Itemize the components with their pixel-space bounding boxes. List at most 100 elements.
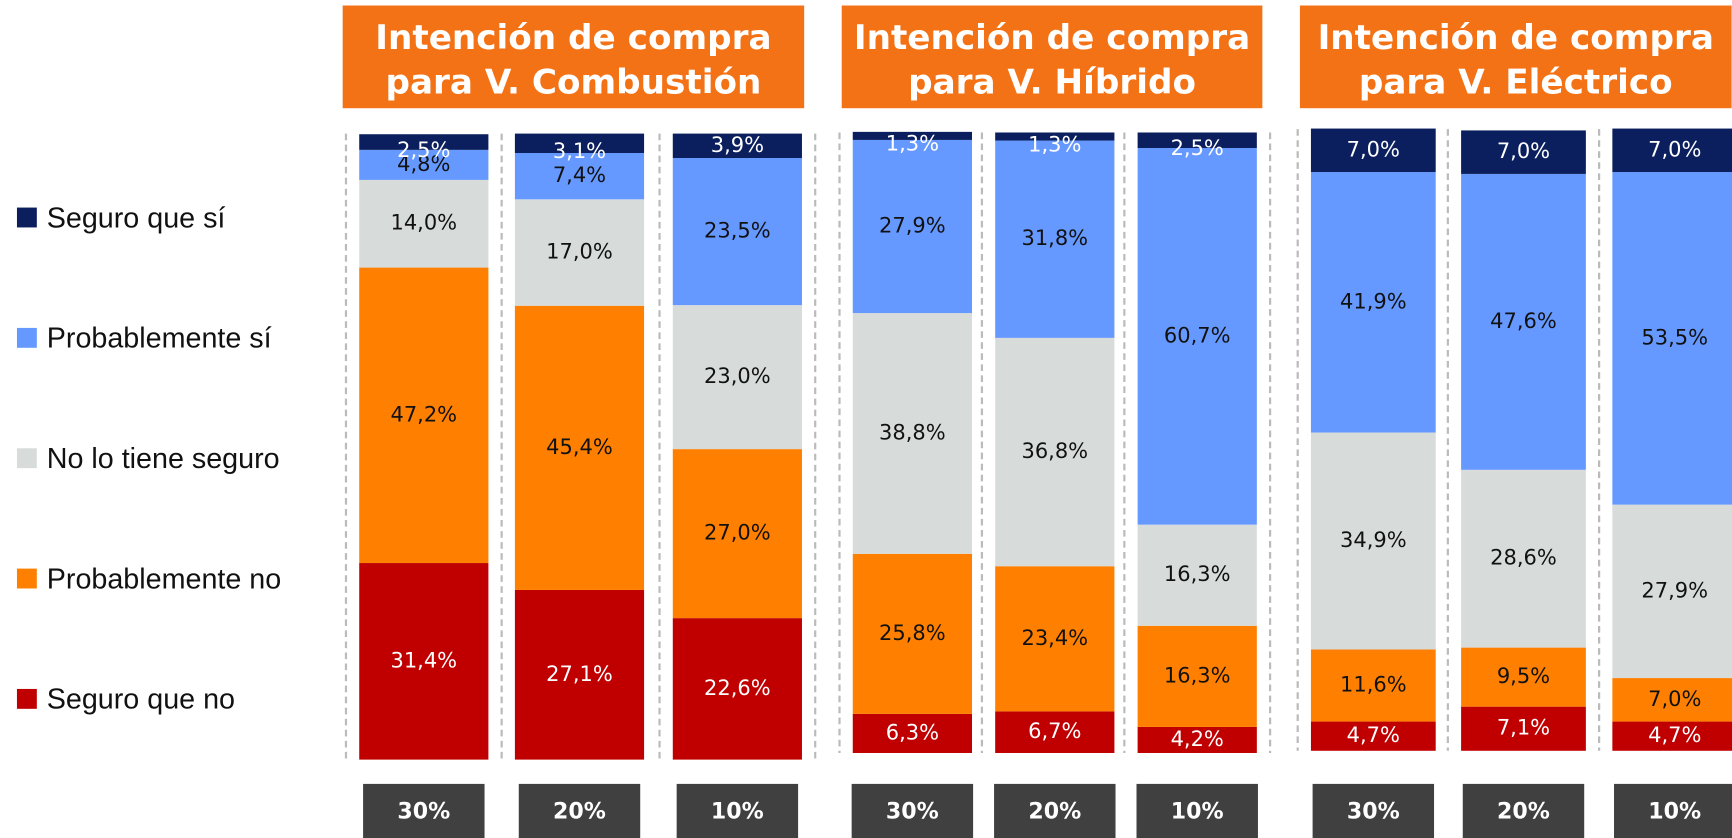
value-label: 31,8%	[1021, 226, 1088, 250]
value-label: 27,9%	[1641, 578, 1708, 602]
category-box	[676, 783, 799, 838]
category-box	[1462, 783, 1585, 838]
panel-title: Intención de compra	[854, 18, 1250, 58]
value-label: 2,5%	[1171, 136, 1224, 160]
bar-segment	[1461, 706, 1586, 751]
value-label: 60,7%	[1164, 323, 1231, 347]
category-box	[1136, 783, 1258, 838]
value-label: 22,6%	[704, 676, 771, 700]
value-label: 45,4%	[546, 435, 613, 459]
value-label: 7,0%	[1648, 687, 1701, 711]
panel-title: Intención de compra	[375, 18, 771, 58]
value-label: 27,1%	[546, 662, 613, 686]
value-label: 3,1%	[553, 139, 606, 163]
value-label: 3,9%	[711, 133, 764, 157]
value-label: 23,4%	[1021, 626, 1088, 650]
value-label: 17,0%	[546, 240, 613, 264]
bar-segment	[672, 305, 802, 450]
category-box	[994, 783, 1116, 838]
category-label: 10%	[1648, 800, 1701, 825]
value-label: 23,5%	[704, 219, 771, 243]
bar-segment	[995, 566, 1115, 712]
bar-segment	[852, 139, 972, 314]
bar-segment	[995, 337, 1115, 567]
value-label: 1,3%	[886, 132, 939, 156]
bar-segment	[1137, 625, 1257, 727]
value-label: 27,9%	[879, 213, 946, 237]
category-label: 10%	[711, 800, 764, 825]
value-label: 11,6%	[1340, 673, 1407, 697]
value-label: 7,4%	[553, 163, 606, 187]
panel-title: Intención de compra	[1318, 18, 1714, 58]
bar-segment	[1461, 469, 1586, 648]
panel-title-box	[841, 5, 1263, 109]
bar-segment	[995, 132, 1115, 141]
legend-label: Probablemente no	[47, 563, 281, 595]
value-label: 27,0%	[704, 521, 771, 545]
value-label: 4,8%	[397, 152, 450, 176]
bar-segment	[514, 133, 645, 154]
value-label: 25,8%	[879, 621, 946, 645]
bar-segment	[514, 589, 645, 760]
bar-segment	[1461, 130, 1586, 174]
value-label: 41,9%	[1340, 289, 1407, 313]
category-label: 30%	[1347, 800, 1400, 825]
legend-swatch	[16, 448, 37, 469]
bar-segment	[1461, 173, 1586, 470]
bar-segment	[1612, 172, 1732, 505]
bar-segment	[1612, 678, 1732, 722]
bar-segment	[1310, 128, 1436, 173]
category-label: 20%	[1028, 800, 1081, 825]
category-label: 20%	[1497, 800, 1550, 825]
legend-swatch	[16, 207, 37, 228]
legend-swatch	[16, 327, 37, 348]
bar-segment	[514, 305, 645, 590]
panel-title-box	[342, 5, 805, 109]
legend-label: Seguro que no	[47, 684, 235, 716]
value-label: 14,0%	[391, 211, 458, 235]
value-label: 36,8%	[1021, 439, 1088, 463]
value-label: 9,5%	[1497, 664, 1550, 688]
value-label: 2,5%	[397, 138, 450, 162]
bar-segment	[852, 313, 972, 554]
legend-label: No lo tiene seguro	[47, 443, 280, 475]
value-label: 23,0%	[704, 364, 771, 388]
bar-segment	[359, 267, 489, 564]
category-box	[518, 783, 641, 838]
category-label: 10%	[1171, 800, 1224, 825]
panel-title: para V. Eléctrico	[1359, 62, 1673, 102]
value-label: 4,2%	[1171, 727, 1224, 751]
bar-segment	[1310, 432, 1436, 650]
value-label: 47,6%	[1490, 309, 1557, 333]
value-label: 34,9%	[1340, 528, 1407, 552]
bar-segment	[1137, 726, 1257, 753]
value-label: 16,3%	[1164, 562, 1231, 586]
category-box	[1312, 783, 1435, 838]
value-label: 53,5%	[1641, 325, 1708, 349]
bar-segment	[995, 711, 1115, 753]
value-label: 1,3%	[1028, 132, 1081, 156]
value-label: 6,7%	[1028, 719, 1081, 743]
bar-segment	[1137, 132, 1257, 149]
value-label: 38,8%	[879, 420, 946, 444]
legend-label: Probablemente sí	[47, 323, 272, 355]
bar-segment	[1612, 721, 1732, 751]
value-label: 31,4%	[391, 648, 458, 672]
value-label: 7,0%	[1648, 137, 1701, 161]
value-label: 4,7%	[1648, 723, 1701, 747]
bar-segment	[514, 199, 645, 306]
category-box	[851, 783, 974, 838]
value-label: 28,6%	[1490, 546, 1557, 570]
panel-title-box	[1299, 5, 1732, 109]
bar-segment	[1310, 721, 1436, 751]
bar-segment	[852, 131, 972, 140]
bar-segment	[995, 140, 1115, 338]
category-label: 30%	[397, 800, 450, 825]
bar-segment	[852, 553, 972, 714]
bar-segment	[672, 618, 802, 760]
bar-segment	[359, 134, 489, 150]
bar-segment	[359, 149, 489, 180]
legend-swatch	[16, 688, 37, 709]
value-label: 16,3%	[1164, 663, 1231, 687]
legend-swatch	[16, 568, 37, 589]
